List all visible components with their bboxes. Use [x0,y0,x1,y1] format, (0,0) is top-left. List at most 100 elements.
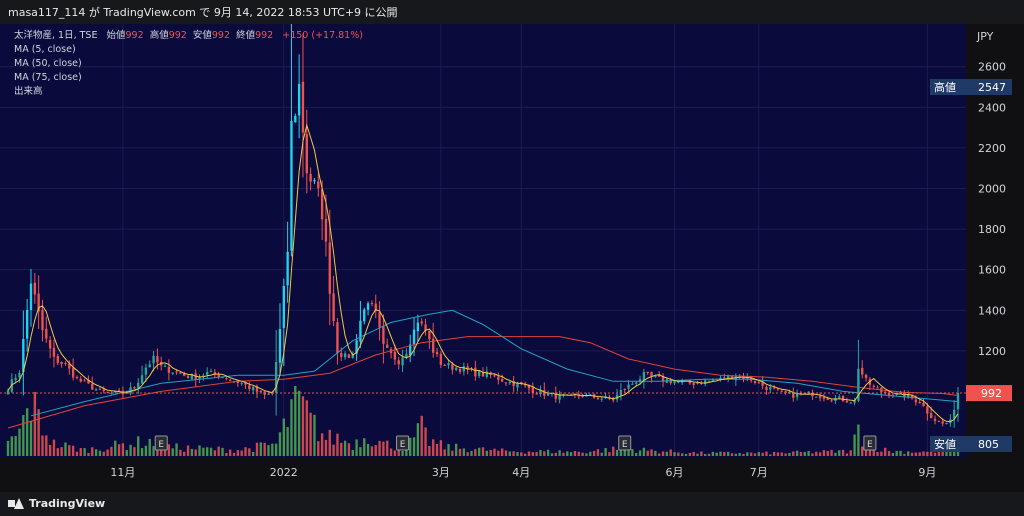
candle-body [688,380,692,384]
candle-body [857,368,860,401]
volume-bar [788,452,791,456]
volume-bar [48,444,52,456]
volume-bar [98,450,102,456]
candle-body [615,394,619,400]
candle-body [803,393,806,395]
candle-body [941,421,944,424]
volume-bar [186,445,190,456]
volume-bars [6,386,960,456]
candle-body [466,366,469,370]
candle-body [347,354,351,358]
candle-body [822,397,826,399]
candle-body [167,366,171,373]
candle-body [332,293,335,322]
volume-bar [815,451,818,456]
volume-bar [910,452,914,456]
legend-symbol: 太洋物産, 1日, TSE [14,29,97,41]
candle-body [861,367,864,375]
volume-bar [198,445,201,456]
earnings-marker[interactable]: E [618,435,632,451]
volume-bar [738,453,741,456]
volume-bar [937,448,941,456]
candle-body [730,376,734,380]
volume-bar [324,439,328,456]
candle-body [110,392,113,394]
legend-open-value: 992 [126,30,144,41]
volume-bar [631,449,634,456]
volume-bar [933,452,937,456]
volume-bar [608,452,611,456]
legend-close-label: 終値 [236,29,256,41]
volume-bar [681,453,684,456]
candles[interactable] [6,24,960,428]
volume-bar [382,441,385,456]
time-tick-label: 6月 [666,466,684,479]
candle-body [447,363,450,366]
volume-bar [255,442,259,456]
candle-body [294,115,297,123]
candle-body [952,409,956,419]
volume-bar [577,451,580,456]
volume-bar [412,437,416,456]
volume-bar [600,452,603,456]
candle-body [451,364,454,370]
plot-background [0,24,966,458]
volume-bar [638,450,642,456]
volume-bar [811,453,814,456]
volume-bar [401,450,404,456]
candle-body [190,373,194,380]
volume-bar [684,453,688,456]
candle-body [71,368,75,378]
earnings-marker[interactable]: E [396,435,410,451]
volume-bar [144,445,148,456]
volume-bar [765,451,768,456]
volume-bar [209,447,213,456]
legend-ma5[interactable]: MA (5, close) [14,44,76,55]
candle-body [815,396,818,398]
candle-body [309,173,312,182]
candle-body [719,377,722,380]
high-marker-value: 2547 [978,81,1006,94]
volume-bar [895,450,898,456]
volume-bar [370,446,374,456]
candle-body [784,391,787,393]
legend-close-value: 992 [255,30,273,41]
volume-bar [512,451,515,456]
candle-body [500,379,504,382]
legend-ma75[interactable]: MA (75, close) [14,72,82,83]
candle-body [248,385,251,390]
volume-bar [822,450,826,456]
volume-bar [650,449,653,456]
volume-bar [45,435,48,456]
volume-bar [508,451,511,456]
earnings-marker[interactable]: E [863,435,877,451]
legend-ma50[interactable]: MA (50, close) [14,58,82,69]
candle-body [512,381,515,387]
candle-body [926,406,929,414]
tradingview-logo[interactable]: TradingView [8,497,105,510]
volume-bar [359,447,362,456]
candle-body [64,363,67,365]
volume-bar [539,450,542,456]
volume-bar [33,391,36,456]
volume-bar [313,414,316,456]
volume-bar [320,433,324,456]
time-axis[interactable] [0,458,1024,492]
volume-bar [110,446,113,456]
legend-volume[interactable]: 出来高 [14,85,43,97]
volume-bar [424,427,427,456]
candle-body [707,380,711,382]
volume-bar [734,453,738,456]
candle-body [569,394,573,396]
volume-bar [627,449,630,456]
currency-label: JPY [976,30,994,43]
volume-bar [232,452,236,456]
candle-body [435,352,439,355]
volume-bar [236,450,240,456]
candle-body [661,375,665,382]
earnings-marker[interactable]: E [154,435,168,451]
candle-body [225,378,228,380]
volume-bar [615,449,619,456]
volume-bar [286,427,289,456]
